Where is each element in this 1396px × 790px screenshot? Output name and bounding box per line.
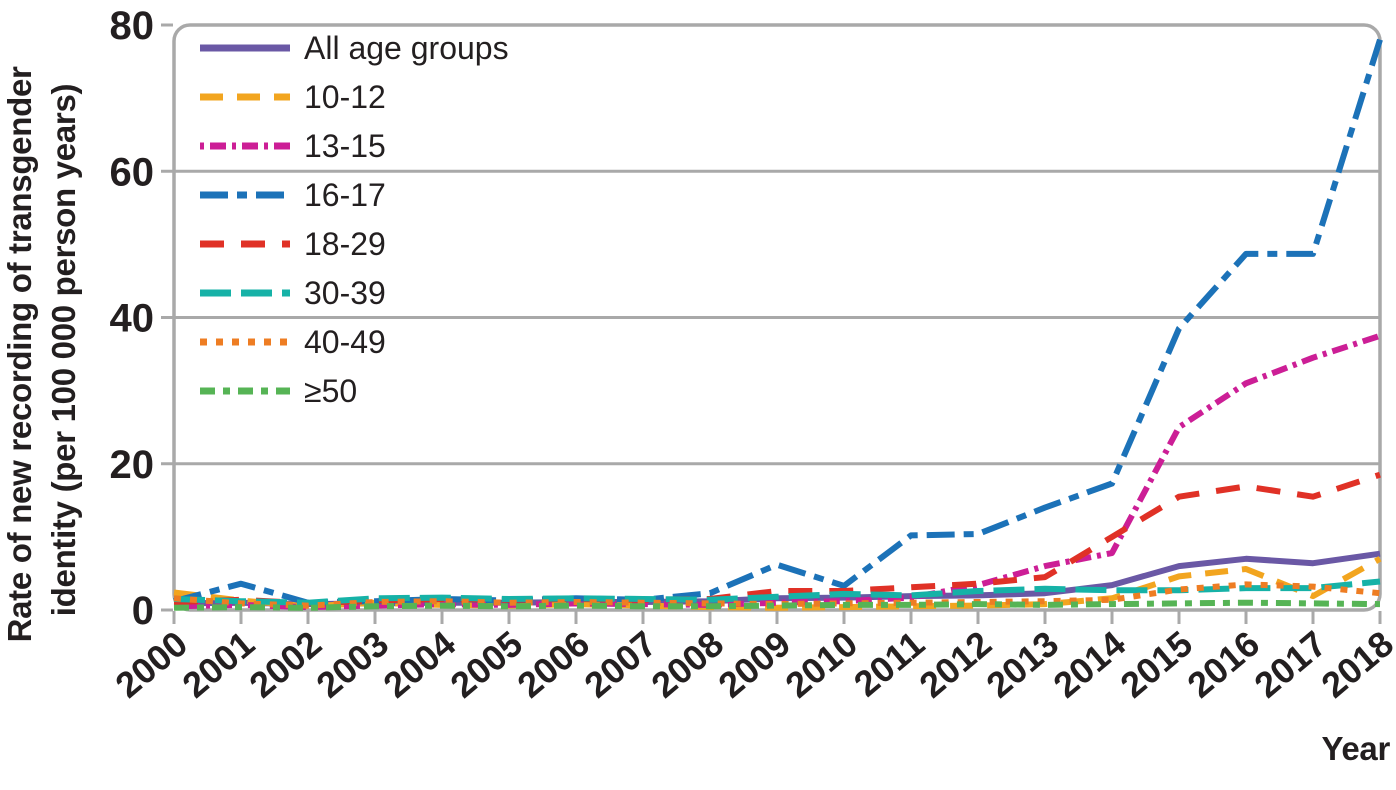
series-line-16-17 xyxy=(173,38,1383,606)
legend-label-16-17: 16-17 xyxy=(304,177,386,213)
legend-item-16-17: 16-17 xyxy=(200,177,386,213)
legend-item-10-12: 10-12 xyxy=(200,79,386,115)
series-line-18-29 xyxy=(173,471,1381,607)
legend-label-all-age-groups: All age groups xyxy=(304,30,509,66)
x-tick-label-2000: 2000 xyxy=(107,623,195,706)
x-axis-title: Year xyxy=(1321,730,1390,767)
x-tick-label-2016: 2016 xyxy=(1179,623,1267,706)
y-tick-label-60: 60 xyxy=(110,150,155,194)
y-axis-title-line1: Rate of new recording of transgender xyxy=(1,66,38,642)
y-tick-label-80: 80 xyxy=(110,4,155,48)
x-tick-label-2002: 2002 xyxy=(241,623,329,706)
legend-item-30-39: 30-39 xyxy=(200,275,386,311)
legend-item-40-49: 40-49 xyxy=(200,324,386,360)
chart-plot-area: 0204060802000200120022003200420052006200… xyxy=(107,4,1396,706)
x-tick-label-2008: 2008 xyxy=(643,623,731,706)
x-tick-label-2014: 2014 xyxy=(1045,623,1133,706)
x-tick-label-2013: 2013 xyxy=(978,623,1066,706)
x-tick-label-2003: 2003 xyxy=(308,623,396,706)
legend-label-30-39: 30-39 xyxy=(304,275,386,311)
y-tick-label-40: 40 xyxy=(110,297,155,341)
x-tick-label-2007: 2007 xyxy=(576,623,664,706)
legend-item-13-15: 13-15 xyxy=(200,128,386,164)
legend-item-all-age-groups: All age groups xyxy=(200,30,509,66)
x-tick-label-2006: 2006 xyxy=(509,623,597,706)
series-line-30-39 xyxy=(173,578,1381,606)
x-tick-label-2012: 2012 xyxy=(911,623,999,706)
x-tick-label-2010: 2010 xyxy=(777,623,865,706)
x-tick-label-2018: 2018 xyxy=(1313,623,1396,706)
legend-item-50: ≥50 xyxy=(200,373,357,409)
y-tick-label-20: 20 xyxy=(110,443,155,487)
series-line-50 xyxy=(173,599,1381,611)
y-tick-label-0: 0 xyxy=(132,589,154,633)
x-tick-label-2011: 2011 xyxy=(846,623,932,705)
x-tick-label-2015: 2015 xyxy=(1112,623,1200,706)
legend-label-50: ≥50 xyxy=(304,373,357,409)
y-axis-title-line2: identity (per 100 000 person years) xyxy=(45,84,82,616)
legend-label-40-49: 40-49 xyxy=(304,324,386,360)
legend-item-18-29: 18-29 xyxy=(200,226,386,262)
legend-label-10-12: 10-12 xyxy=(304,79,386,115)
x-tick-label-2017: 2017 xyxy=(1246,623,1334,706)
x-tick-label-2004: 2004 xyxy=(375,623,463,706)
y-axis-title: Rate of new recording of transgender ide… xyxy=(1,58,82,643)
x-tick-label-2009: 2009 xyxy=(710,623,798,706)
legend-label-18-29: 18-29 xyxy=(304,226,386,262)
x-tick-label-2005: 2005 xyxy=(442,623,530,706)
legend: All age groups 10-12 13-15 16-17 18-29 30-39 4… xyxy=(200,30,509,409)
legend-label-13-15: 13-15 xyxy=(304,128,386,164)
x-tick-label-2001: 2001 xyxy=(174,623,262,706)
